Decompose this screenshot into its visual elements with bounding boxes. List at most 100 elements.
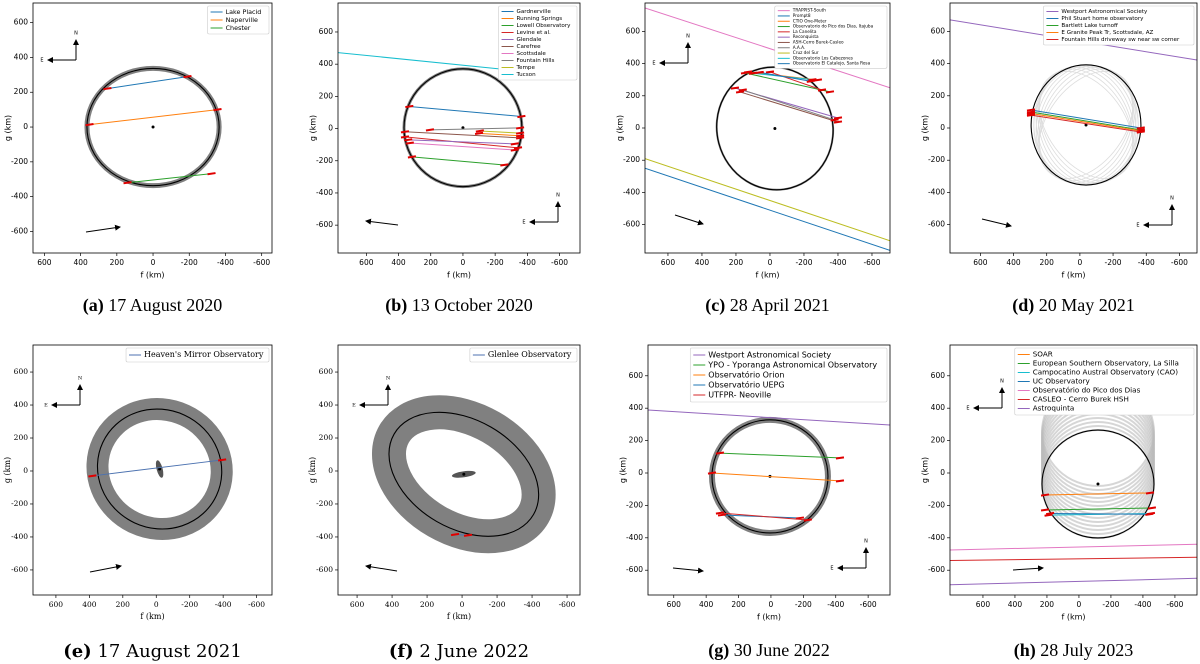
x-tick-label: 400 xyxy=(1006,258,1021,267)
motion-arrow xyxy=(672,567,704,574)
legend-box xyxy=(1014,347,1195,416)
y-tick-label: 600 xyxy=(14,367,29,376)
timing-error xyxy=(717,513,727,517)
y-tick-label: -200 xyxy=(928,500,945,509)
y-tick-label: 0 xyxy=(635,123,640,132)
north-letter: N xyxy=(386,376,391,382)
east-letter: E xyxy=(44,403,48,409)
limb xyxy=(711,419,829,534)
y-tick-label: -200 xyxy=(11,499,28,508)
timing-error xyxy=(740,71,750,75)
caption-label: (e) xyxy=(63,641,92,662)
x-tick-label: -600 xyxy=(860,600,877,609)
limb xyxy=(96,408,223,530)
chord xyxy=(338,52,517,72)
timing-error xyxy=(400,130,410,134)
motion-arrow xyxy=(85,224,121,233)
chord xyxy=(645,167,890,251)
north-letter: N xyxy=(864,539,868,545)
panel: 600 400 200 0 -200 -400 -600 -600 -400 -200 0 200 40… xyxy=(616,2,891,316)
x-axis-label: f (km) xyxy=(447,271,471,280)
timing-error xyxy=(183,75,192,79)
timing-error xyxy=(795,516,805,520)
timing-error xyxy=(404,138,413,142)
y-tick-label: -200 xyxy=(316,499,333,508)
timing-error xyxy=(425,128,435,132)
timing-error xyxy=(1145,512,1154,516)
x-tick-label: -200 xyxy=(181,258,198,267)
chord xyxy=(411,156,505,166)
legend-label: SOAR xyxy=(1033,350,1053,359)
timing-error xyxy=(707,471,717,475)
timing-error xyxy=(123,181,132,185)
x-tick-label: -400 xyxy=(217,258,234,267)
plot-area xyxy=(648,409,890,536)
y-tick-label: -400 xyxy=(316,532,333,541)
chord xyxy=(719,512,808,521)
legend-label: Observatorio El Catalejo, Santa Rosa xyxy=(793,61,871,66)
axes-frame xyxy=(647,344,891,596)
chord xyxy=(479,132,521,137)
chord xyxy=(1030,114,1141,133)
east-letter: E xyxy=(352,403,356,409)
timing-error xyxy=(450,532,460,537)
center-point xyxy=(151,125,155,129)
center-point xyxy=(158,467,162,471)
panel: 600 400 200 0 -200 -400 -600 -600 -400 -200 0 200 40… xyxy=(4,2,273,316)
timing-error xyxy=(1026,110,1036,114)
x-tick-label: 600 xyxy=(359,258,374,267)
y-tick-label: 600 xyxy=(14,18,29,27)
motion-arrow xyxy=(674,214,704,226)
chord xyxy=(429,127,521,131)
panel: 600 400 200 0 -200 -400 -600 -600 -400 -200 0 200 40… xyxy=(3,344,273,662)
east-letter: E xyxy=(966,406,969,412)
caption-date: 20 May 2021 xyxy=(1039,295,1135,315)
panel: 600 400 200 0 -200 -400 -600 -600 -400 -200 0 200 40… xyxy=(921,344,1198,661)
legend-box xyxy=(498,5,578,81)
timing-error xyxy=(515,136,525,140)
y-tick-label: -400 xyxy=(626,533,643,542)
uncertainty-limb xyxy=(1038,70,1134,179)
timing-error xyxy=(830,118,839,122)
x-tick-label: 0 xyxy=(460,600,465,609)
y-tick-label: -400 xyxy=(623,187,640,196)
legend-label: E Granite Peak Tr, Scottsdale, AZ xyxy=(1061,30,1153,36)
x-tick-label: 400 xyxy=(1008,600,1023,609)
x-axis-label: f (km) xyxy=(140,612,164,621)
axes-frame xyxy=(32,344,273,596)
legend-label: Cruz del Sur xyxy=(793,50,819,55)
legend-box xyxy=(774,5,888,69)
caption: (h) 28 July 2023 xyxy=(1014,640,1134,661)
x-tick-label: 0 xyxy=(154,600,159,609)
timing-error xyxy=(207,172,216,176)
x-axis-label: f (km) xyxy=(1061,613,1085,622)
chord xyxy=(744,72,831,93)
chord xyxy=(404,136,519,149)
timing-error xyxy=(1044,513,1053,517)
caption-date: 30 June 2022 xyxy=(734,640,830,660)
timing-error xyxy=(808,78,817,82)
y-tick-label: 400 xyxy=(319,59,334,68)
north-letter: N xyxy=(1170,196,1174,202)
plot-area xyxy=(86,398,233,540)
y-axis-label: g (km) xyxy=(3,457,12,483)
timing-error xyxy=(1136,126,1145,130)
timing-error xyxy=(407,155,417,159)
legend-label: La Canelita xyxy=(793,29,817,34)
axes-frame xyxy=(32,2,273,254)
y-tick-label: 400 xyxy=(626,59,641,68)
x-tick-label: -200 xyxy=(1102,600,1119,609)
y-tick-label: 400 xyxy=(931,59,946,68)
y-tick-label: 600 xyxy=(319,27,334,36)
legend-label: Running Springs xyxy=(517,16,563,22)
limb xyxy=(1041,429,1155,539)
legend-label: Heaven's Mirror Observatory xyxy=(144,350,264,359)
legend-label: Bartlett Lake turnoff xyxy=(1061,23,1118,29)
chord xyxy=(409,142,515,151)
caption-date: 2 June 2022 xyxy=(419,641,529,662)
x-axis-label: f (km) xyxy=(447,612,471,621)
y-axis-label: g (km) xyxy=(921,115,930,141)
timing-error xyxy=(833,120,843,124)
timing-error xyxy=(85,123,94,127)
y-tick-label: -200 xyxy=(11,157,28,166)
